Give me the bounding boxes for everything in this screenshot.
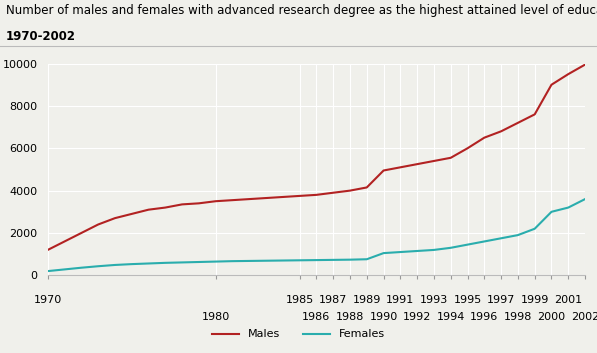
Text: 1980: 1980 (202, 312, 230, 322)
Text: 1988: 1988 (336, 312, 364, 322)
Males (44, 248, 51, 252)
Females (565, 205, 572, 210)
Males (464, 146, 471, 150)
Males (145, 208, 152, 212)
Females (414, 249, 421, 253)
Females (112, 263, 119, 267)
Females (128, 262, 136, 266)
Males (128, 212, 136, 216)
Text: Number of males and females with advanced research degree as the highest attaine: Number of males and females with advance… (6, 4, 597, 17)
Text: 2001: 2001 (554, 295, 582, 305)
Males (481, 136, 488, 140)
Text: 1995: 1995 (453, 295, 482, 305)
Males (565, 72, 572, 76)
Text: 1994: 1994 (436, 312, 465, 322)
Males (195, 201, 202, 205)
Males (346, 189, 353, 193)
Females (229, 259, 236, 263)
Text: 2002: 2002 (571, 312, 597, 322)
Females (279, 258, 287, 263)
Females (44, 269, 51, 273)
Females (531, 227, 538, 231)
Females (397, 250, 404, 254)
Text: 1998: 1998 (504, 312, 532, 322)
Males (78, 231, 85, 235)
Females (363, 257, 370, 261)
Males (380, 168, 387, 173)
Males (263, 196, 270, 200)
Males (548, 83, 555, 87)
Text: 2000: 2000 (537, 312, 565, 322)
Females (514, 233, 521, 237)
Males (430, 159, 438, 163)
Males (112, 216, 119, 220)
Females (313, 258, 320, 262)
Text: 1999: 1999 (521, 295, 549, 305)
Text: 1996: 1996 (470, 312, 498, 322)
Text: 1987: 1987 (319, 295, 347, 305)
Females (245, 259, 253, 263)
Females (380, 251, 387, 255)
Females (145, 261, 152, 265)
Text: 1970-2002: 1970-2002 (6, 30, 76, 43)
Males (229, 198, 236, 202)
Females (179, 260, 186, 264)
Text: 1997: 1997 (487, 295, 515, 305)
Legend: Males, Females: Males, Females (207, 325, 390, 344)
Females (430, 248, 438, 252)
Males (162, 205, 169, 210)
Males (179, 202, 186, 207)
Males (363, 185, 370, 190)
Males (245, 197, 253, 201)
Line: Females: Females (48, 199, 585, 271)
Males (61, 239, 68, 244)
Text: 1989: 1989 (353, 295, 381, 305)
Females (61, 267, 68, 271)
Females (330, 258, 337, 262)
Males (212, 199, 219, 203)
Text: 1985: 1985 (285, 295, 314, 305)
Males (279, 195, 287, 199)
Text: 1993: 1993 (420, 295, 448, 305)
Males (497, 129, 504, 133)
Males (531, 112, 538, 116)
Females (78, 265, 85, 270)
Females (263, 259, 270, 263)
Females (548, 210, 555, 214)
Females (346, 258, 353, 262)
Text: 1970: 1970 (33, 295, 62, 305)
Males (313, 193, 320, 197)
Females (162, 261, 169, 265)
Females (464, 243, 471, 247)
Females (212, 259, 219, 264)
Females (581, 197, 589, 201)
Text: 1986: 1986 (302, 312, 331, 322)
Text: 1991: 1991 (386, 295, 414, 305)
Males (581, 62, 589, 67)
Text: 1990: 1990 (370, 312, 398, 322)
Males (447, 156, 454, 160)
Males (397, 165, 404, 169)
Females (94, 264, 101, 268)
Females (447, 246, 454, 250)
Males (414, 162, 421, 166)
Males (330, 191, 337, 195)
Males (514, 121, 521, 125)
Line: Males: Males (48, 65, 585, 250)
Males (296, 194, 303, 198)
Males (94, 222, 101, 227)
Females (195, 260, 202, 264)
Females (497, 236, 504, 240)
Text: 1992: 1992 (403, 312, 432, 322)
Females (296, 258, 303, 262)
Females (481, 239, 488, 244)
